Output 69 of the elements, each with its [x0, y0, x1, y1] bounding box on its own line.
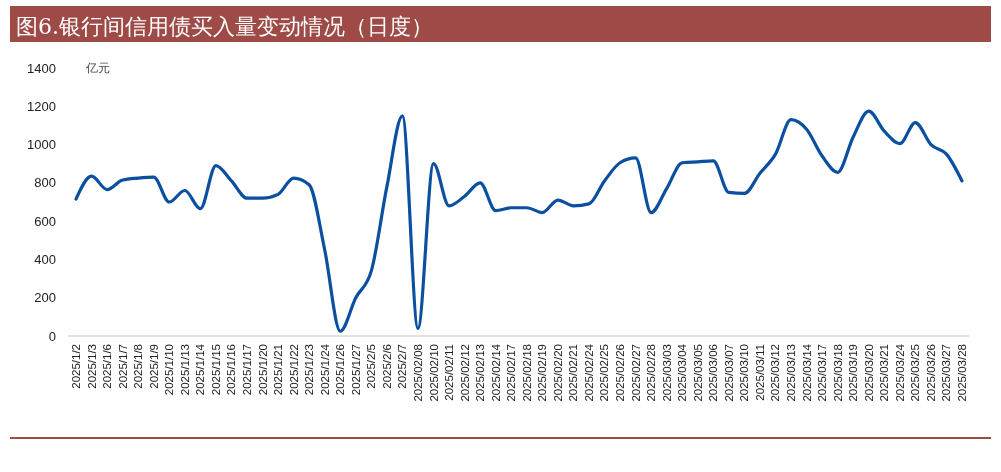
x-tick-label: 2025/1/14: [194, 343, 207, 396]
x-tick-label: 2025/02/08: [411, 344, 424, 402]
x-tick-label: 2025/1/15: [209, 344, 222, 396]
x-tick-label: 2025/1/3: [85, 344, 98, 389]
y-tick-label: 1000: [27, 137, 56, 153]
y-tick-label: 600: [34, 213, 56, 229]
y-tick-label: 400: [34, 251, 56, 267]
x-tick-label: 2025/1/16: [225, 344, 238, 396]
x-tick-label: 2025/03/03: [660, 344, 673, 402]
x-tick-label: 2025/03/24: [893, 343, 906, 402]
y-tick-label: 1400: [27, 60, 56, 76]
x-tick-label: 2025/03/06: [707, 344, 720, 402]
x-tick-label: 2025/02/27: [629, 344, 642, 402]
x-tick-label: 2025/03/12: [769, 344, 782, 402]
x-tick-label: 2025/03/04: [676, 343, 689, 402]
x-tick-label: 2025/03/05: [691, 344, 704, 402]
x-tick-label: 2025/02/13: [474, 344, 487, 402]
x-tick-label: 2025/03/27: [940, 344, 953, 402]
x-tick-label: 2025/02/12: [458, 344, 471, 402]
x-tick-label: 2025/03/18: [831, 344, 844, 402]
x-tick-label: 2025/02/14: [489, 343, 502, 402]
x-tick-label: 2025/1/20: [256, 344, 269, 396]
x-tick-label: 2025/1/27: [349, 344, 362, 396]
x-tick-label: 2025/03/25: [909, 344, 922, 402]
x-tick-label: 2025/1/10: [163, 344, 176, 396]
x-tick-label: 2025/03/10: [738, 344, 751, 402]
x-tick-label: 2025/02/18: [520, 344, 533, 402]
x-tick-label: 2025/1/24: [318, 343, 331, 396]
x-tick-label: 2025/02/10: [427, 344, 440, 402]
x-tick-label: 2025/02/24: [582, 343, 595, 402]
chart-title: 图6.银行间信用债买入量变动情况（日度）: [16, 14, 433, 39]
x-tick-label: 2025/1/21: [272, 344, 285, 396]
x-tick-label: 2025/1/9: [147, 344, 160, 389]
x-tick-label: 2025/02/17: [505, 344, 518, 402]
x-tick-label: 2025/2/6: [380, 344, 393, 389]
line-series: [74, 109, 964, 333]
x-tick-label: 2025/02/28: [645, 344, 658, 402]
x-tick-label: 2025/03/17: [816, 344, 829, 402]
x-tick-label: 2025/03/13: [785, 344, 798, 402]
x-tick-label: 2025/03/26: [924, 344, 937, 402]
x-tick-label: 2025/02/20: [551, 344, 564, 402]
x-tick-label: 2025/02/19: [536, 344, 549, 402]
x-tick-label: 2025/03/28: [956, 344, 968, 402]
y-tick-label: 800: [34, 175, 56, 191]
x-tick-label: 2025/02/25: [598, 344, 611, 402]
x-tick-label: 2025/1/6: [101, 344, 114, 389]
x-tick-label: 2025/1/8: [132, 344, 145, 389]
x-tick-label: 2025/03/14: [800, 343, 813, 402]
x-tick-label: 2025/03/11: [753, 344, 766, 401]
x-tick-label: 2025/2/5: [365, 344, 378, 389]
x-tick-label: 2025/02/26: [614, 344, 627, 402]
x-tick-label: 2025/1/2: [70, 344, 82, 389]
x-tick-label: 2025/1/13: [178, 344, 191, 396]
x-tick-label: 2025/03/19: [847, 344, 860, 402]
x-tick-label: 2025/1/22: [287, 344, 300, 396]
y-tick-label: 1200: [27, 98, 56, 114]
x-tick-label: 2025/1/23: [303, 344, 316, 396]
x-tick-label: 2025/02/21: [567, 344, 580, 402]
x-tick-label: 2025/03/20: [862, 344, 875, 402]
x-tick-label: 2025/2/7: [396, 344, 409, 389]
x-tick-label: 2025/1/17: [240, 344, 253, 396]
y-axis-title: 亿元: [85, 61, 110, 75]
x-tick-label: 2025/03/07: [722, 344, 735, 402]
x-tick-label: 2025/1/26: [334, 344, 347, 396]
x-tick-label: 2025/03/21: [878, 344, 891, 402]
y-tick-label: 200: [34, 290, 56, 306]
x-tick-label: 2025/02/11: [443, 344, 456, 401]
x-tick-label: 2025/1/7: [116, 344, 129, 389]
y-tick-label: 0: [48, 328, 56, 344]
